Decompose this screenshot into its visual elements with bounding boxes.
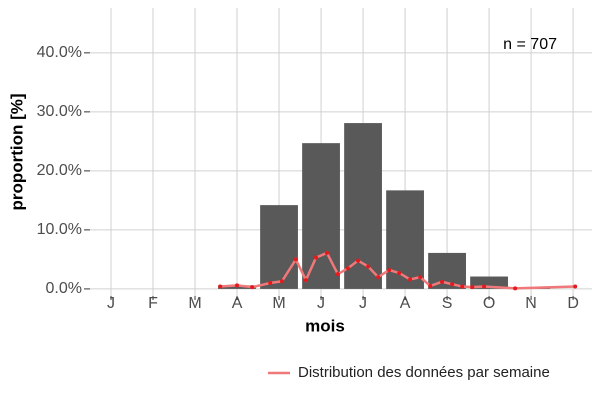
y-tick-label: 30.0% [37,103,82,120]
x-tick-label: J [359,295,367,312]
y-tick-label: 20.0% [37,162,82,179]
line-point [428,283,433,288]
line-point [293,257,298,262]
line-point [450,282,455,287]
x-tick-label: M [188,295,201,312]
y-tick-label: 40.0% [37,44,82,61]
x-tick-label: J [107,295,115,312]
y-tick-label: 0.0% [46,280,82,297]
line-point [303,278,308,283]
x-tick-label: A [232,295,243,312]
line-point [235,283,240,288]
line-point [440,279,445,284]
x-tick-label: F [148,295,158,312]
line-point [482,284,487,289]
line-point [573,284,578,289]
line-point [408,277,413,282]
line-point [397,270,402,275]
x-tick-label: S [442,295,453,312]
line-point [460,284,465,289]
line-point [387,268,392,273]
line-point [470,285,475,290]
line-point [250,285,255,290]
x-tick-label: M [272,295,285,312]
y-tick-label: 10.0% [37,221,82,238]
x-tick-label: J [317,295,325,312]
line-point [335,272,340,277]
y-axis-label: proportion [%] [7,93,26,210]
x-tick-label: O [483,295,495,312]
line-point [279,279,284,284]
line-point [513,286,518,291]
line-point [218,284,223,289]
line-point [268,281,273,286]
line-point [314,255,319,260]
line-point [356,258,361,263]
plot: 0.0% 10.0% 20.0% 30.0% 40.0% J F M A M J J A S O N D [37,8,592,312]
x-axis-label: mois [305,316,345,335]
x-tick-label: A [400,295,411,312]
line-point [418,275,423,280]
line-point [324,250,329,255]
x-tick-label: D [567,295,579,312]
legend-label: Distribution des données par semaine [298,364,550,381]
line-point [366,264,371,269]
bar [260,205,298,289]
bar [386,190,424,289]
line-point [345,266,350,271]
annotation: n = 707 [503,36,557,53]
x-tick-label: N [525,295,537,312]
bar [344,123,382,289]
line-point [376,275,381,280]
